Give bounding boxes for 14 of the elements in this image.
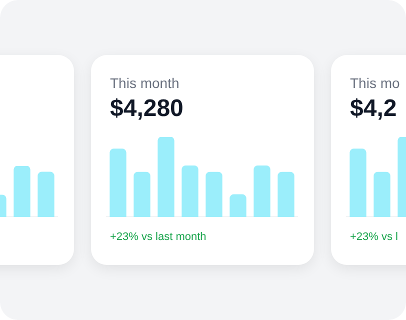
text: +23% vs l bbox=[350, 231, 398, 243]
bar bbox=[206, 172, 222, 217]
chart-subtitle: $4,2 bbox=[350, 95, 397, 123]
bar bbox=[230, 194, 246, 217]
chart-title: This mo bbox=[350, 75, 400, 91]
bar bbox=[110, 148, 126, 217]
text: +23% vs last month bbox=[110, 231, 206, 243]
bar bbox=[254, 165, 270, 217]
bar bbox=[134, 172, 150, 217]
chart-subtitle: $4,280 bbox=[110, 95, 184, 123]
chart-title: This month bbox=[110, 75, 180, 91]
bar bbox=[278, 172, 294, 217]
bar bbox=[182, 165, 198, 217]
bar bbox=[158, 137, 174, 217]
